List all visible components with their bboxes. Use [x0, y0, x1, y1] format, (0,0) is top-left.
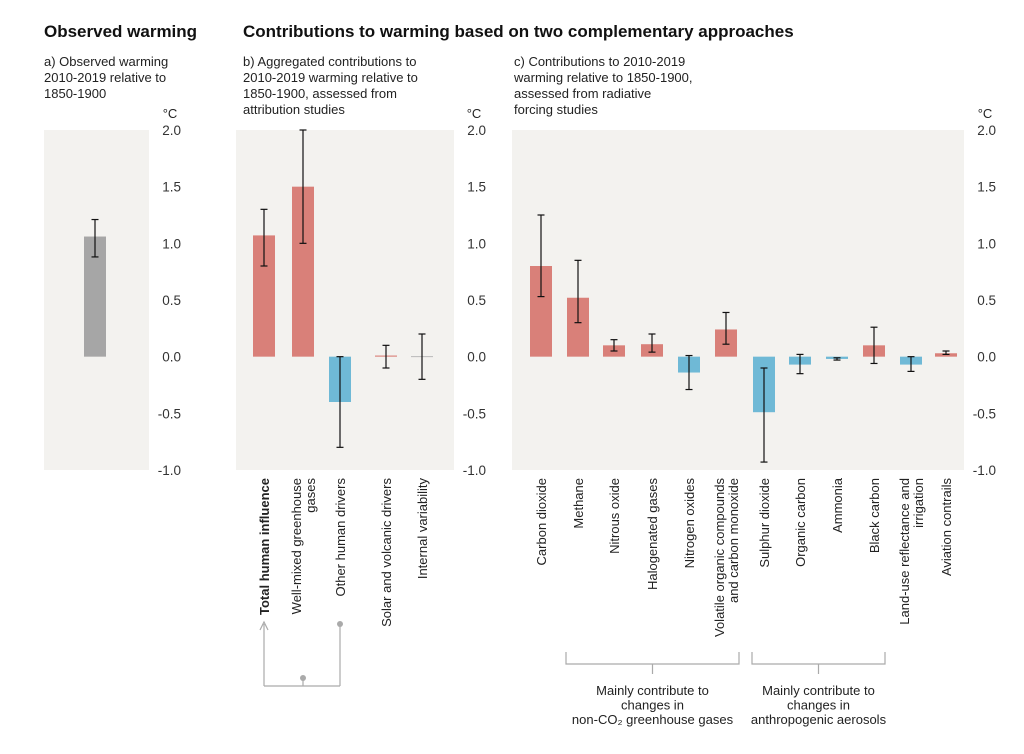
category-label: Aviation contrails [939, 478, 954, 577]
y-tick-label: -1.0 [463, 463, 486, 478]
nonco2-group-label: Mainly contribute to [596, 683, 709, 698]
y-tick-label: 1.0 [467, 236, 486, 251]
category-label: irrigation [911, 478, 926, 528]
group-bracket [751, 652, 886, 665]
nonco2-group-label: non-CO₂ greenhouse gases [572, 712, 734, 727]
aerosols-group-label: changes in [787, 698, 850, 713]
category-label: Nitrogen oxides [682, 478, 697, 569]
chart-panels: °C 2.0 1.5 1.0 0.5 0.0 -0.5 -1.0 °C 2.0 1.5 1.0 0.5 0… [44, 106, 996, 637]
panel-c: °C 2.0 1.5 1.0 0.5 0.0 -0.5 -1.0 Carbon dioxide M… [512, 106, 996, 637]
subtitle-c: c) Contributions to 2010-2019 warming re… [514, 54, 693, 118]
category-label: Land-use reflectance and [897, 478, 912, 625]
category-label: Volatile organic compounds [712, 478, 727, 637]
category-label: Nitrous oxide [607, 478, 622, 554]
subtitle-c-line: c) Contributions to 2010-2019 [514, 54, 686, 69]
subtitle-b: b) Aggregated contributions to 2010-2019… [243, 54, 418, 118]
y-tick-label: 0.5 [467, 293, 486, 308]
y-tick-label: -0.5 [158, 406, 181, 421]
y-tick-label: 2.0 [977, 123, 996, 138]
y-tick-label: -0.5 [973, 406, 996, 421]
category-label: Ammonia [830, 477, 845, 533]
subtitle-b-line: 1850-1900, assessed from [243, 86, 397, 101]
y-tick-label: 2.0 [162, 123, 181, 138]
y-tick-label: 0.5 [977, 293, 996, 308]
aerosols-group-label: Mainly contribute to [762, 683, 875, 698]
category-label: Carbon dioxide [534, 478, 549, 565]
y-tick-label: 0.0 [977, 350, 996, 365]
y-tick-label: 1.5 [467, 180, 486, 195]
y-tick-label: 1.0 [162, 236, 181, 251]
bar [84, 236, 106, 357]
title-observed-warming: Observed warming [44, 22, 198, 41]
y-tick-label: 2.0 [467, 123, 486, 138]
category-label: Solar and volcanic drivers [379, 478, 394, 627]
category-label: Black carbon [867, 478, 882, 553]
subtitle-c-line: assessed from radiative [514, 86, 652, 101]
subtitle-a: a) Observed warming 2010-2019 relative t… [44, 54, 168, 102]
title-contributions: Contributions to warming based on two co… [243, 22, 794, 41]
category-label: Sulphur dioxide [757, 478, 772, 568]
category-label: Halogenated gases [645, 478, 660, 591]
y-unit-label: °C [467, 106, 482, 121]
group-bracket [565, 652, 740, 665]
category-label: Other human drivers [333, 478, 348, 597]
bar [253, 235, 275, 357]
bar [530, 266, 552, 357]
subtitle-a-line: 1850-1900 [44, 86, 107, 101]
category-label: Methane [571, 478, 586, 529]
y-tick-label: 1.0 [977, 236, 996, 251]
category-label: Well-mixed greenhouse [289, 478, 304, 614]
subtitle-a-line: 2010-2019 relative to [44, 70, 167, 85]
bar [567, 297, 589, 357]
y-tick-label: -1.0 [973, 463, 996, 478]
panel-a: °C 2.0 1.5 1.0 0.5 0.0 -0.5 -1.0 [44, 106, 181, 478]
y-tick-label: 1.5 [977, 180, 996, 195]
subtitle-a-line: a) Observed warming [44, 54, 169, 69]
category-label: gases [303, 478, 318, 513]
y-tick-label: 1.5 [162, 180, 181, 195]
nonco2-group-label: changes in [621, 698, 684, 713]
category-label: Internal variability [415, 478, 430, 580]
panel-b: °C 2.0 1.5 1.0 0.5 0.0 -0.5 -1.0 Total human inf… [236, 106, 486, 627]
bar [292, 186, 314, 357]
bracket-dot [337, 621, 343, 627]
subtitle-b-line: b) Aggregated contributions to [243, 54, 417, 69]
bracket-dot [300, 675, 306, 681]
y-unit-label: °C [163, 106, 178, 121]
y-tick-label: 0.0 [467, 350, 486, 365]
bracket-arrow [259, 620, 269, 631]
category-label: and carbon monoxide [726, 478, 741, 603]
y-unit-label: °C [978, 106, 993, 121]
subtitle-c-line: forcing studies [514, 102, 598, 117]
subtitle-b-line: 2010-2019 warming relative to [243, 70, 418, 85]
y-tick-label: 0.0 [162, 350, 181, 365]
subtitle-c-line: warming relative to 1850-1900, [514, 70, 693, 85]
subtitle-b-line: attribution studies [243, 102, 345, 117]
y-tick-label: 0.5 [162, 293, 181, 308]
category-label: Total human influence [257, 478, 272, 615]
y-tick-label: -0.5 [463, 406, 486, 421]
category-label: Organic carbon [793, 478, 808, 567]
aerosols-group-label: anthropogenic aerosols [751, 712, 887, 727]
y-tick-label: -1.0 [158, 463, 181, 478]
